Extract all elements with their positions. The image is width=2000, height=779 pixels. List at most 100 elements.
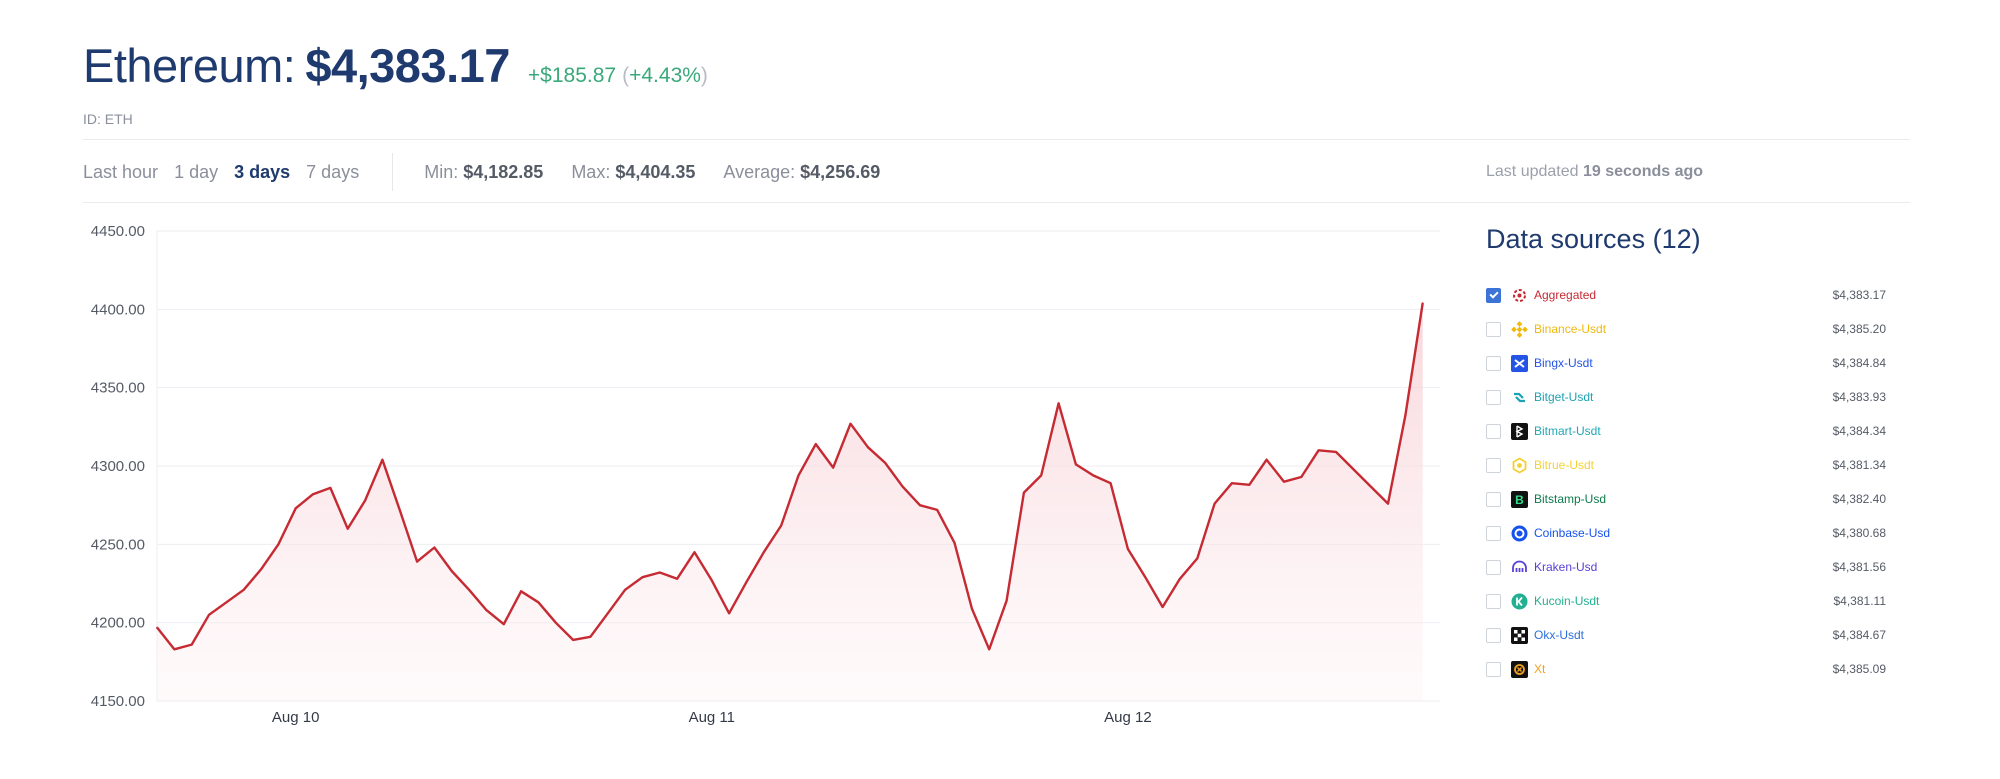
data-point (884, 462, 886, 464)
data-source-checkbox[interactable] (1486, 423, 1501, 439)
data-point (572, 639, 574, 641)
data-point (763, 551, 765, 553)
range-3-days[interactable]: 3 days (234, 161, 291, 182)
data-point (745, 581, 748, 583)
data-point (867, 446, 869, 449)
data-source-price: $4,383.93 (1832, 390, 1886, 404)
min-stat: Min: $4,182.85 (424, 161, 544, 182)
data-source-row[interactable]: Bitrue-Usdt $4,381.34 (1486, 454, 1886, 476)
asset-id: ID: ETH (83, 111, 133, 127)
data-point (520, 590, 522, 593)
data-point (225, 601, 228, 604)
data-point (208, 614, 210, 616)
data-source-row[interactable]: Xt $4,385.09 (1486, 658, 1886, 680)
data-point (260, 568, 262, 571)
data-point (537, 601, 540, 604)
data-point (780, 524, 782, 527)
data-point (988, 648, 990, 651)
data-point (190, 643, 193, 646)
data-point (659, 571, 661, 574)
data-source-name: Bitstamp-Usd (1534, 492, 1607, 506)
data-source-checkbox[interactable] (1486, 287, 1501, 303)
data-source-price: $4,384.34 (1832, 424, 1886, 438)
data-point (1335, 451, 1337, 453)
okx-icon (1511, 626, 1528, 644)
range-7-days[interactable]: 7 days (306, 161, 360, 182)
data-point (1127, 548, 1129, 550)
data-source-checkbox[interactable] (1486, 661, 1501, 677)
data-point (728, 612, 730, 615)
data-source-row[interactable]: B Bitstamp-Usd $4,382.40 (1486, 488, 1886, 510)
data-source-row[interactable]: Kucoin-Usdt $4,381.11 (1486, 590, 1886, 612)
y-tick-label: 4300.00 (91, 458, 145, 475)
data-source-price: $4,380.68 (1832, 526, 1886, 540)
data-point (1109, 482, 1112, 485)
data-point (953, 542, 956, 544)
data-point (1040, 474, 1042, 477)
data-source-price: $4,381.56 (1832, 560, 1886, 574)
bitmart-icon (1511, 422, 1528, 440)
data-source-price: $4,385.09 (1832, 662, 1886, 676)
data-source-price: $4,382.40 (1832, 492, 1886, 506)
bitrue-icon (1511, 456, 1528, 474)
data-source-price: $4,383.17 (1832, 288, 1886, 302)
data-source-checkbox[interactable] (1486, 457, 1501, 473)
data-source-price: $4,384.67 (1832, 628, 1886, 642)
data-source-checkbox[interactable] (1486, 593, 1501, 609)
y-tick-label: 4150.00 (91, 693, 145, 710)
data-point (416, 560, 418, 563)
data-point (242, 589, 245, 591)
data-point (1421, 302, 1424, 304)
data-point (1352, 468, 1355, 470)
data-source-row[interactable]: Kraken-Usd $4,381.56 (1486, 556, 1886, 578)
data-point (1317, 449, 1320, 452)
data-point (433, 546, 436, 549)
data-source-row[interactable]: Bitget-Usdt $4,383.93 (1486, 386, 1886, 408)
data-point (381, 458, 384, 461)
data-point (936, 509, 938, 511)
data-point (1387, 502, 1389, 505)
data-source-row[interactable]: Bingx-Usdt $4,384.84 (1486, 352, 1886, 374)
range-last-hour[interactable]: Last hour (83, 161, 159, 182)
range-1-day[interactable]: 1 day (174, 161, 219, 182)
data-point (797, 474, 800, 477)
data-point (346, 527, 349, 530)
toolbar: Last hour 1 day 3 days 7 days Min: $4,18… (83, 153, 908, 191)
data-source-row[interactable]: Coinbase-Usd $4,380.68 (1486, 522, 1886, 544)
price-chart[interactable]: 4450.00 4400.00 4350.00 4300.00 4250.00 4200.… (0, 0, 1450, 779)
data-source-row[interactable]: Okx-Usdt $4,384.67 (1486, 624, 1886, 646)
data-source-checkbox[interactable] (1486, 627, 1501, 643)
average-stat: Average: $4,256.69 (723, 161, 881, 182)
data-point (277, 543, 280, 546)
data-source-checkbox[interactable] (1486, 491, 1501, 507)
data-source-name: Okx-Usdt (1534, 628, 1585, 642)
y-tick-label: 4200.00 (91, 615, 145, 632)
data-source-checkbox[interactable] (1486, 321, 1501, 337)
data-point (503, 623, 505, 625)
data-source-checkbox[interactable] (1486, 559, 1501, 575)
data-point (971, 607, 973, 610)
data-source-name: Kucoin-Usdt (1534, 594, 1600, 608)
data-point (693, 551, 696, 553)
data-point (676, 578, 678, 580)
data-source-row[interactable]: Bitmart-Usdt $4,384.34 (1486, 420, 1886, 442)
y-tick-label: 4450.00 (91, 223, 145, 240)
data-point (450, 570, 453, 572)
data-source-checkbox[interactable] (1486, 355, 1501, 371)
title-row: Ethereum: $4,383.17 +$185.87 (+4.43%) (83, 38, 708, 93)
data-source-checkbox[interactable] (1486, 525, 1501, 541)
data-point (1144, 576, 1147, 578)
data-source-row[interactable]: Binance-Usdt $4,385.20 (1486, 318, 1886, 340)
data-source-name: Bitmart-Usdt (1534, 424, 1601, 438)
data-point (1057, 402, 1060, 405)
data-source-name: Binance-Usdt (1534, 322, 1607, 336)
data-point (1196, 557, 1199, 560)
data-source-row[interactable]: Aggregated $4,383.17 (1486, 284, 1886, 306)
data-point (815, 443, 817, 445)
data-point (1265, 458, 1268, 461)
data-source-name: Aggregated (1534, 288, 1597, 302)
bitget-icon (1511, 389, 1528, 406)
series-line (156, 302, 1424, 651)
bingx-icon (1511, 354, 1528, 372)
data-source-checkbox[interactable] (1486, 389, 1501, 405)
